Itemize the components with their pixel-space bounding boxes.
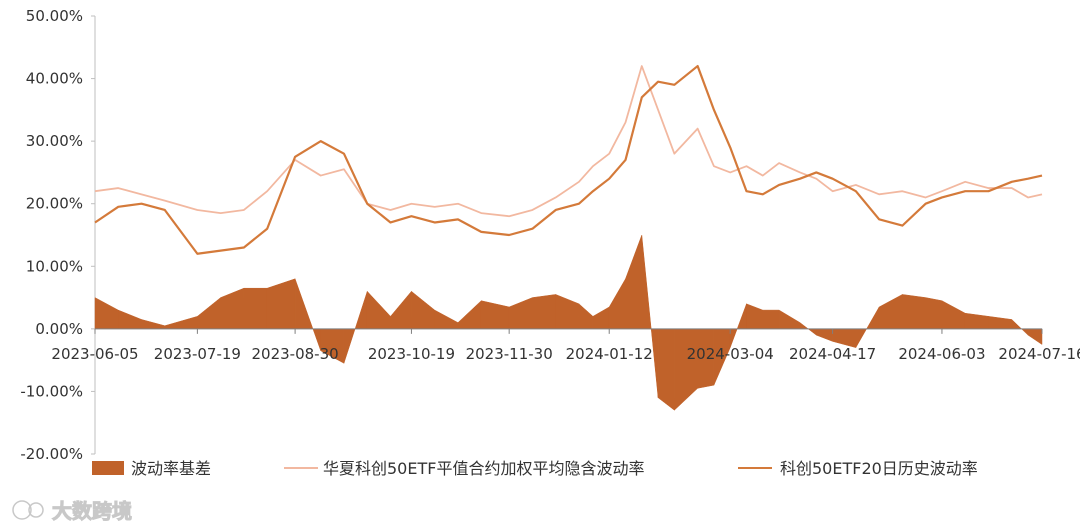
y-tick-label: 20.00% <box>26 195 83 213</box>
basis-area-segment <box>343 291 368 364</box>
x-tick-label: 2023-08-30 <box>252 345 339 363</box>
basis-area-segment <box>94 297 119 330</box>
basis-area-segment <box>1027 328 1043 345</box>
basis-area-segment <box>164 316 198 330</box>
basis-area-segment <box>988 316 1013 330</box>
basis-area-segment <box>941 300 966 330</box>
basis-area-layer <box>94 234 1043 411</box>
legend-label-basis: 波动率基差 <box>131 459 211 478</box>
x-tick-label: 2023-06-05 <box>51 345 138 363</box>
basis-area-segment <box>641 234 659 398</box>
y-tick-labels: 50.00% 40.00% 30.00% 20.00% 10.00% 0.00% -10.0… <box>20 7 83 463</box>
line-layer <box>94 64 1043 255</box>
basis-area-segment <box>411 290 435 330</box>
basis-area-segment <box>855 306 880 349</box>
basis-area-segment <box>816 328 833 342</box>
basis-area-segment <box>118 309 142 330</box>
basis-area-segment <box>1011 318 1029 336</box>
basis-area-segment <box>197 297 221 330</box>
basis-area-segment <box>390 290 412 330</box>
y-tick-label: 50.00% <box>26 7 83 25</box>
basis-area-segment <box>592 306 610 330</box>
basis-area-segment <box>220 287 245 330</box>
basis-area-segment <box>480 300 510 330</box>
watermark-logo-ring-icon <box>28 502 44 518</box>
y-tick-label: 30.00% <box>26 132 83 150</box>
y-tick-label: 10.00% <box>26 257 83 275</box>
watermark: 大数跨境 <box>12 499 133 524</box>
x-tick-labels: 2023-06-05 2023-07-19 2023-08-30 2023-10-19… <box>51 328 1080 363</box>
watermark-logo-icon <box>12 500 32 520</box>
basis-area-segment <box>729 303 747 348</box>
y-tick-label: 0.00% <box>35 320 83 338</box>
basis-area-segment <box>878 294 903 330</box>
basis-area-segment <box>902 294 926 330</box>
x-tick-label: 2023-07-19 <box>154 345 241 363</box>
x-tick-label: 2024-01-12 <box>566 345 653 363</box>
basis-area-segment <box>778 309 801 330</box>
legend-label-iv: 华夏科创50ETF平值合约加权平均隐含波动率 <box>323 459 644 478</box>
basis-area-segment <box>762 309 780 330</box>
y-tick-label: -20.00% <box>20 445 83 463</box>
basis-area-segment <box>674 328 698 411</box>
x-tick-label: 2024-04-17 <box>789 345 876 363</box>
y-tick-label: -10.00% <box>20 382 83 400</box>
basis-area-segment <box>141 319 166 330</box>
x-tick-label: 2024-03-04 <box>687 345 774 363</box>
legend-label-hv: 科创50ETF20日历史波动率 <box>780 459 978 478</box>
basis-area-segment <box>532 294 556 330</box>
basis-area-segment <box>625 234 643 330</box>
x-tick-label: 2023-10-19 <box>368 345 455 363</box>
basis-area-segment <box>608 277 626 330</box>
hv-series-line <box>94 64 1043 255</box>
basis-area-segment <box>964 312 989 330</box>
x-tick-label: 2024-07-16 <box>998 345 1080 363</box>
y-tick-label: 40.00% <box>26 70 83 88</box>
basis-area-segment <box>555 294 580 330</box>
iv-series-line <box>94 65 1043 218</box>
legend-swatch-basis <box>92 461 124 475</box>
x-tick-label: 2024-06-03 <box>898 345 985 363</box>
basis-area-segment <box>366 290 391 330</box>
basis-area-segment <box>243 287 268 330</box>
basis-area-segment <box>746 303 764 330</box>
basis-area-segment <box>578 303 594 330</box>
basis-area-segment <box>266 278 296 330</box>
y-grid <box>91 15 95 455</box>
basis-area-segment <box>434 309 459 330</box>
basis-area-segment <box>925 297 943 330</box>
basis-area-segment <box>508 297 533 330</box>
basis-area-segment <box>657 328 675 411</box>
basis-area-segment <box>294 278 321 351</box>
basis-area-segment <box>457 300 482 330</box>
legend: 波动率基差 华夏科创50ETF平值合约加权平均隐含波动率 科创50ETF20日历… <box>92 459 978 478</box>
x-tick-label: 2023-11-30 <box>466 345 553 363</box>
watermark-text: 大数跨境 <box>52 499 132 523</box>
